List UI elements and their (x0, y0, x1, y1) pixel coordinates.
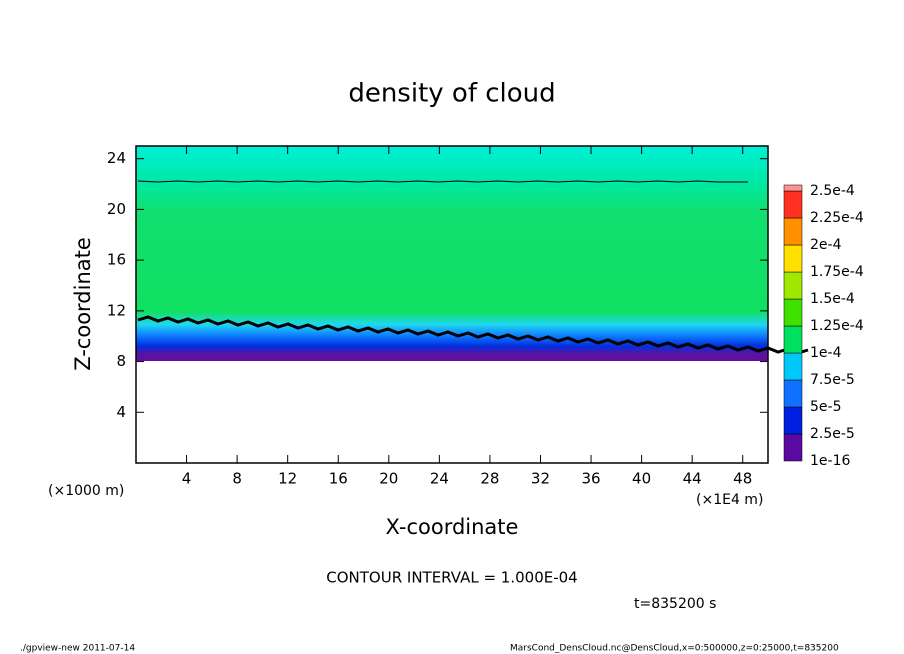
colorbar-label: 1e-4 (810, 345, 842, 361)
colorbar-label: 1e-16 (810, 453, 850, 469)
contour-interval: CONTOUR INTERVAL = 1.000E-04 (326, 569, 577, 587)
footer-right: MarsCond_DensCloud.nc@DensCloud,x=0:5000… (510, 644, 839, 654)
x-tick-label: 36 (581, 470, 600, 488)
plot-frame (135, 145, 769, 464)
x-tick-label: 4 (182, 470, 192, 488)
colorbar-box (783, 352, 803, 381)
y-axis-label: Z-coordinate (71, 237, 95, 371)
colorbar-label: 1.75e-4 (810, 264, 864, 280)
x-tick-label: 48 (733, 470, 752, 488)
colorbar-label: 5e-5 (810, 399, 841, 415)
colorbar-label: 2.5e-4 (810, 183, 855, 199)
colorbar-box (783, 406, 803, 435)
x-tick-label: 28 (480, 470, 499, 488)
x-tick-label: 24 (430, 470, 449, 488)
colorbar-box (783, 184, 803, 192)
y-tick-label: 12 (107, 301, 126, 319)
x-tick-label: 16 (329, 470, 348, 488)
chart-title: density of cloud (348, 79, 555, 109)
time-label: t=835200 s (634, 596, 716, 612)
x-tick-label: 20 (379, 470, 398, 488)
colorbar-label: 2.5e-5 (810, 426, 855, 442)
x-unit: (×1E4 m) (696, 492, 763, 508)
colorbar-box (783, 190, 803, 219)
colorbar-label: 1.25e-4 (810, 318, 864, 334)
colorbar-label: 1.5e-4 (810, 291, 855, 307)
colorbar-box (783, 271, 803, 300)
colorbar-box (783, 244, 803, 273)
colorbar-label: 2.25e-4 (810, 210, 864, 226)
y-tick-label: 16 (107, 251, 126, 269)
field (136, 146, 768, 361)
x-tick-label: 44 (683, 470, 702, 488)
y-tick-label: 24 (107, 149, 126, 167)
y-tick-label: 20 (107, 200, 126, 218)
colorbar-box (783, 379, 803, 408)
colorbar-box (783, 325, 803, 354)
colorbar-box (783, 298, 803, 327)
x-tick-label: 8 (232, 470, 242, 488)
footer-left: ./gpview-new 2011-07-14 (20, 644, 135, 654)
contour-line (137, 180, 748, 183)
y-tick-label: 4 (116, 403, 126, 421)
y-tick-label: 8 (116, 352, 126, 370)
contour-line (137, 315, 809, 355)
x-axis-label: X-coordinate (386, 515, 519, 539)
x-tick-label: 12 (278, 470, 297, 488)
colorbar-box (783, 217, 803, 246)
colorbar-box (783, 433, 803, 462)
colorbar-label: 2e-4 (810, 237, 842, 253)
x-tick-label: 32 (531, 470, 550, 488)
y-unit: (×1000 m) (48, 483, 124, 499)
colorbar-label: 7.5e-5 (810, 372, 855, 388)
x-tick-label: 40 (632, 470, 651, 488)
